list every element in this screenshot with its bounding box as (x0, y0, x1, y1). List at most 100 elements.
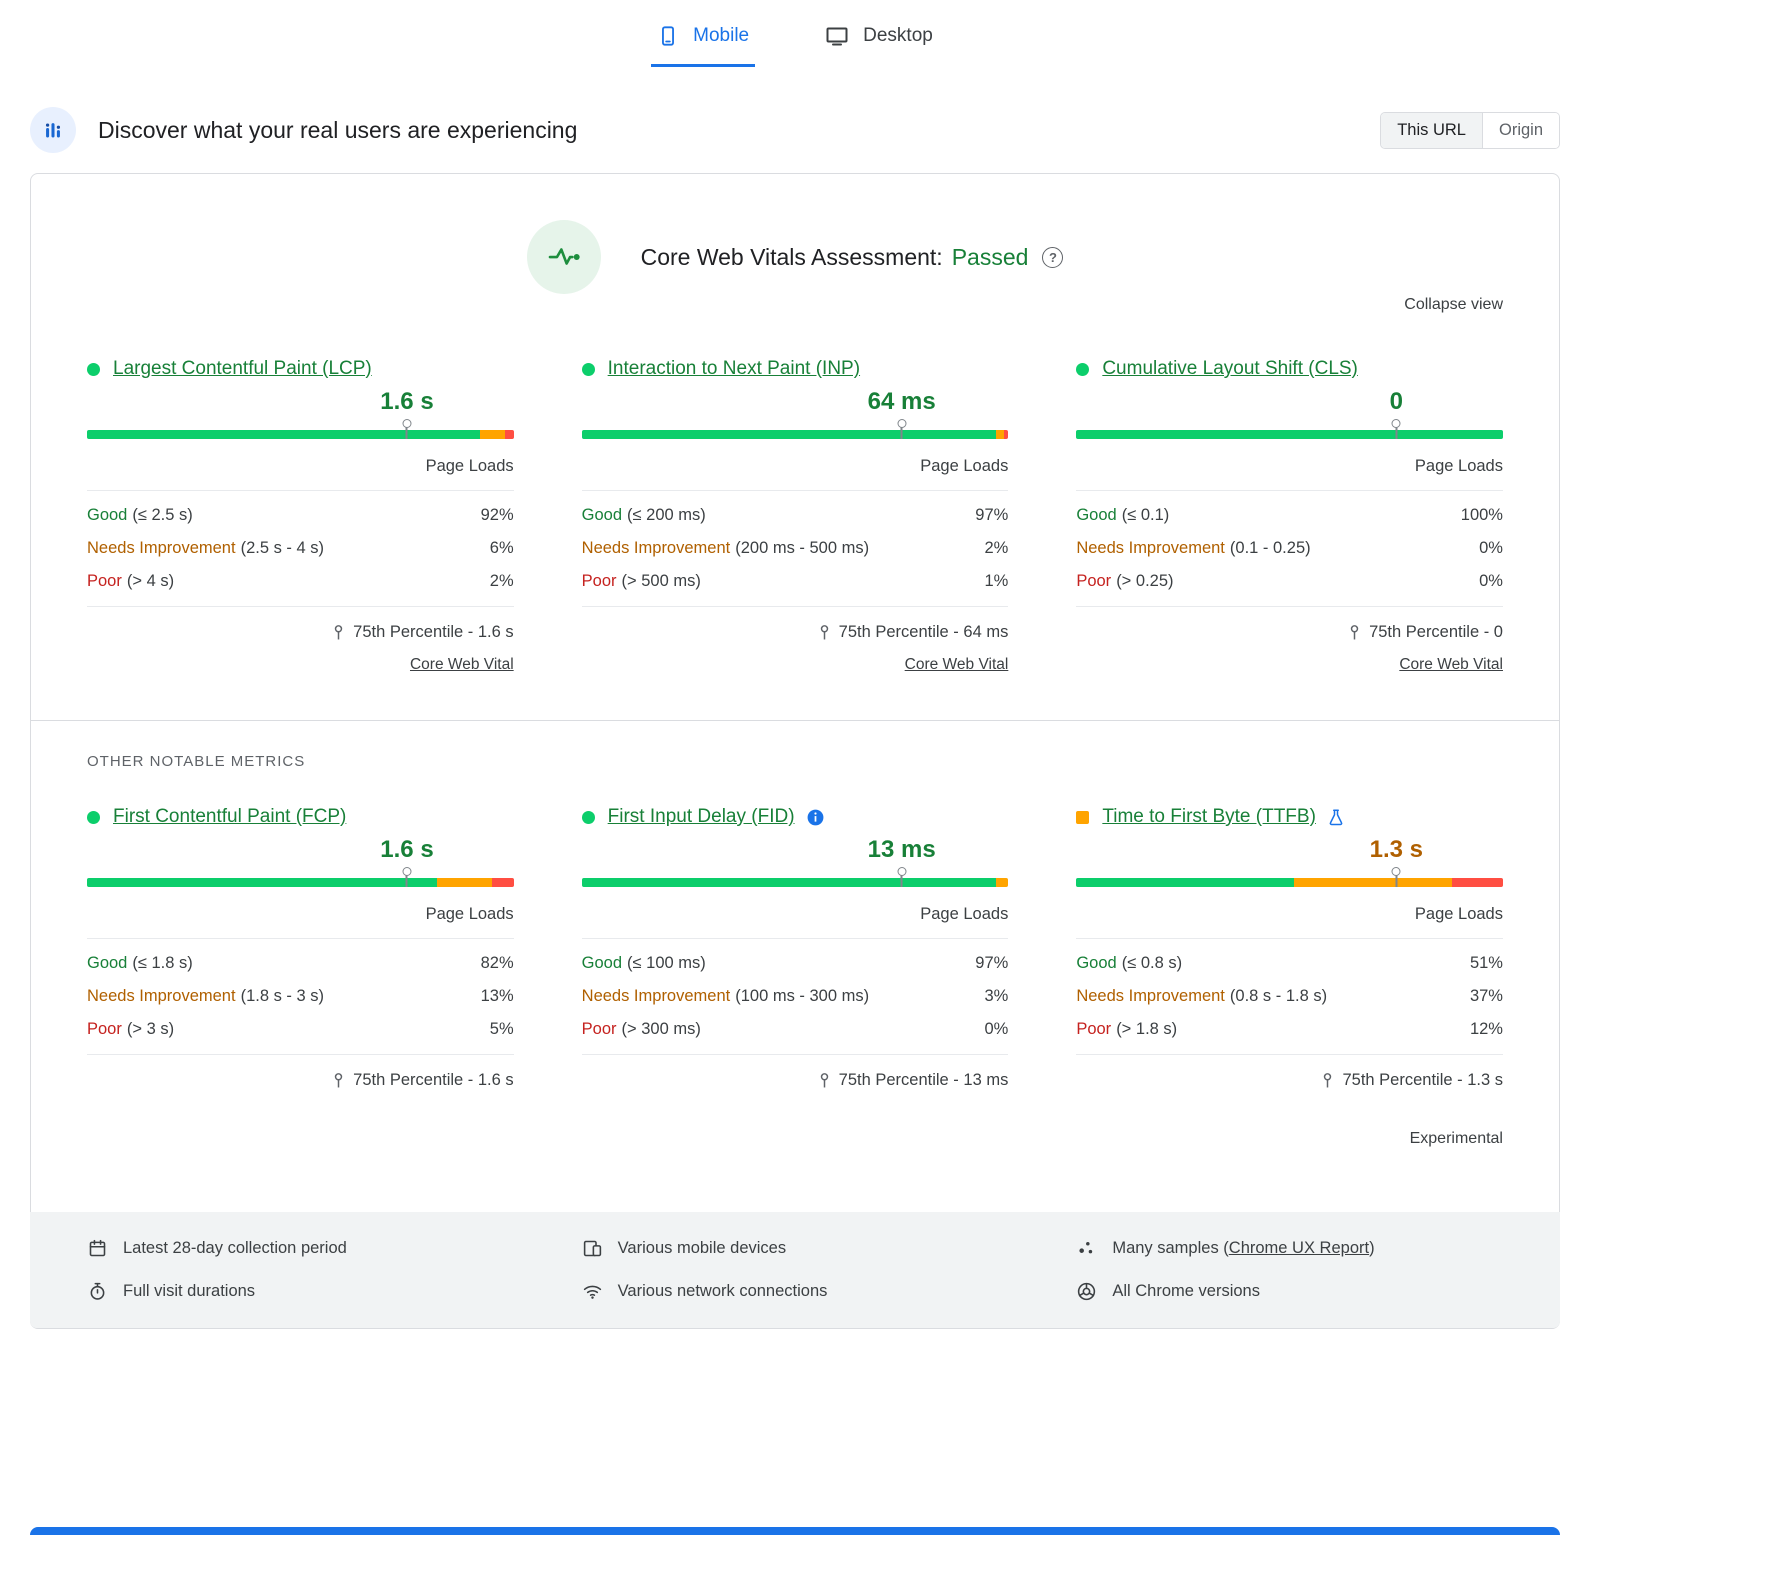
pin-icon (820, 625, 828, 640)
chrome-versions-item: All Chrome versions (1076, 1281, 1503, 1302)
next-section-top-edge (30, 1527, 1560, 1535)
metric-title-link[interactable]: Cumulative Layout Shift (CLS) (1102, 358, 1358, 379)
devices-item: Various mobile devices (582, 1238, 1009, 1259)
pin-icon (820, 1073, 828, 1088)
tab-desktop[interactable]: Desktop (819, 16, 939, 67)
flask-icon[interactable] (1327, 807, 1345, 827)
mobile-devices-icon (583, 1240, 601, 1257)
percentile-row: 75th Percentile - 1.3 s (1076, 1055, 1503, 1090)
metric-status-bullet (87, 810, 100, 824)
metric-header: Interaction to Next Paint (INP) (581, 358, 1009, 380)
pulse-icon (526, 220, 601, 294)
metric-title-link[interactable]: First Input Delay (FID) (607, 806, 795, 827)
distribution-row-poor: Poor (> 4 s) 2% (87, 572, 514, 590)
origin-button[interactable]: Origin (1481, 112, 1559, 148)
collection-period-text: Latest 28-day collection period (123, 1239, 347, 1257)
bar-segment-good (87, 878, 437, 887)
bar-segment-needs-improvement (436, 878, 493, 887)
pin-icon (334, 625, 343, 640)
metric-card: Interaction to Next Paint (INP) 64 ms (581, 358, 1009, 674)
device-tabs: Mobile Desktop (30, 16, 1560, 67)
metric-value-row: 64 ms (582, 380, 1009, 430)
bar-segment-good (1076, 878, 1294, 887)
bar-segment-needs-improvement (479, 430, 506, 439)
percentile-row: 75th Percentile - 64 ms (582, 607, 1008, 642)
distribution-bar (581, 419, 1009, 439)
page-loads-label: Page Loads (1076, 905, 1503, 939)
metric-title-link[interactable]: Time to First Byte (TTFB) (1102, 806, 1316, 827)
metric-status-bullet (1076, 810, 1090, 824)
network-text: Various network connections (617, 1282, 828, 1300)
core-web-vital-link-row: Core Web Vital (87, 656, 514, 674)
percentile-row: 75th Percentile - 1.6 s (87, 607, 514, 642)
pin-icon (1324, 1073, 1332, 1088)
core-web-vital-link-row: Core Web Vital (582, 656, 1009, 674)
tab-desktop-label: Desktop (863, 25, 933, 46)
metric-card: First Input Delay (FID) 13 ms (581, 806, 1009, 1148)
pin-icon (334, 1073, 343, 1088)
distribution-row-needs-improvement: Needs Improvement (0.8 s - 1.8 s) 37% (1076, 987, 1503, 1005)
percentile-text: 75th Percentile - 0 (1369, 623, 1503, 641)
assessment-title-text: Core Web Vitals Assessment: (640, 243, 943, 270)
distribution-rows: Good (≤ 0.1) 100% Needs Improvement (0.1 -… (1076, 491, 1503, 607)
this-url-button[interactable]: This URL (1381, 112, 1482, 148)
page-loads-label: Page Loads (87, 457, 514, 491)
core-web-vitals-grid: Largest Contentful Paint (LCP) 1.6 s (87, 358, 1503, 674)
distribution-row-needs-improvement: Needs Improvement (0.1 - 0.25) 0% (1076, 539, 1503, 557)
distribution-row-good: Good (≤ 200 ms) 97% (581, 506, 1009, 524)
collapse-view-button[interactable]: Collapse view (1404, 296, 1503, 313)
metric-title-link[interactable]: Largest Contentful Paint (LCP) (113, 358, 372, 379)
percentile-text: 75th Percentile - 1.6 s (353, 1071, 514, 1089)
network-item: Various network connections (582, 1281, 1009, 1302)
metric-status-bullet (581, 362, 595, 376)
metric-header: Largest Contentful Paint (LCP) (87, 358, 514, 380)
metric-card: First Contentful Paint (FCP) 1.6 s (87, 806, 514, 1148)
bar-segment-poor (492, 878, 514, 887)
distribution-row-good: Good (≤ 0.8 s) 51% (1076, 954, 1503, 972)
distribution-row-needs-improvement: Needs Improvement (2.5 s - 4 s) 6% (87, 539, 514, 557)
core-web-vital-link[interactable]: Core Web Vital (904, 656, 1009, 673)
distribution-row-poor: Poor (> 300 ms) 0% (581, 1020, 1009, 1038)
desktop-monitor-icon (825, 24, 849, 48)
metric-value: 0 (1389, 388, 1403, 415)
distribution-row-poor: Poor (> 3 s) 5% (87, 1020, 514, 1038)
core-web-vital-link[interactable]: Core Web Vital (409, 656, 514, 673)
collection-info-footer: Latest 28-day collection period Various … (30, 1212, 1560, 1328)
visit-durations-text: Full visit durations (123, 1282, 256, 1300)
bar-segment-needs-improvement (995, 430, 1005, 439)
distribution-row-good: Good (≤ 1.8 s) 82% (87, 954, 514, 972)
bar-segment-poor (1451, 878, 1503, 887)
metric-title-link[interactable]: First Contentful Paint (FCP) (113, 806, 347, 827)
bar-segment-good (581, 430, 996, 439)
distribution-rows: Good (≤ 0.8 s) 51% Needs Improvement (0.8 … (1076, 939, 1503, 1055)
calendar-icon (89, 1239, 106, 1257)
page: Mobile Desktop Discover what your real u… (30, 0, 1560, 1535)
assessment-title: Core Web Vitals Assessment: Passed ? (641, 244, 1064, 271)
metric-value-row: 1.6 s (87, 380, 514, 430)
percentile-row: 75th Percentile - 1.6 s (87, 1055, 514, 1090)
core-web-vitals-card: Core Web Vitals Assessment: Passed ? Col… (30, 173, 1560, 1329)
distribution-row-good: Good (≤ 2.5 s) 92% (87, 506, 514, 524)
metric-value: 1.6 s (380, 836, 434, 863)
distribution-row-needs-improvement: Needs Improvement (1.8 s - 3 s) 13% (87, 987, 514, 1005)
help-icon[interactable]: ? (1042, 246, 1064, 268)
assessment-status: Passed (951, 243, 1029, 270)
percentile-text: 75th Percentile - 13 ms (838, 1071, 1009, 1089)
page-loads-label: Page Loads (581, 457, 1009, 491)
tab-mobile[interactable]: Mobile (651, 16, 756, 67)
chrome-ux-report-link[interactable]: Chrome UX Report (1228, 1239, 1370, 1257)
metric-title-link[interactable]: Interaction to Next Paint (INP) (607, 358, 861, 379)
metric-status-bullet (581, 810, 595, 824)
metric-value-row: 0 (1076, 380, 1503, 430)
metric-value: 1.6 s (380, 388, 434, 415)
page-title: Discover what your real users are experi… (98, 116, 578, 143)
samples-item: Many samples (Chrome UX Report) (1076, 1238, 1503, 1259)
distribution-bar (1076, 419, 1503, 439)
page-loads-label: Page Loads (87, 905, 514, 939)
metric-value: 64 ms (867, 388, 936, 415)
distribution-bar (1076, 867, 1503, 887)
bar-segment-good (581, 878, 996, 887)
info-icon[interactable] (806, 808, 825, 827)
core-web-vital-link[interactable]: Core Web Vital (1399, 656, 1503, 673)
field-data-header: Discover what your real users are experi… (30, 107, 1560, 153)
